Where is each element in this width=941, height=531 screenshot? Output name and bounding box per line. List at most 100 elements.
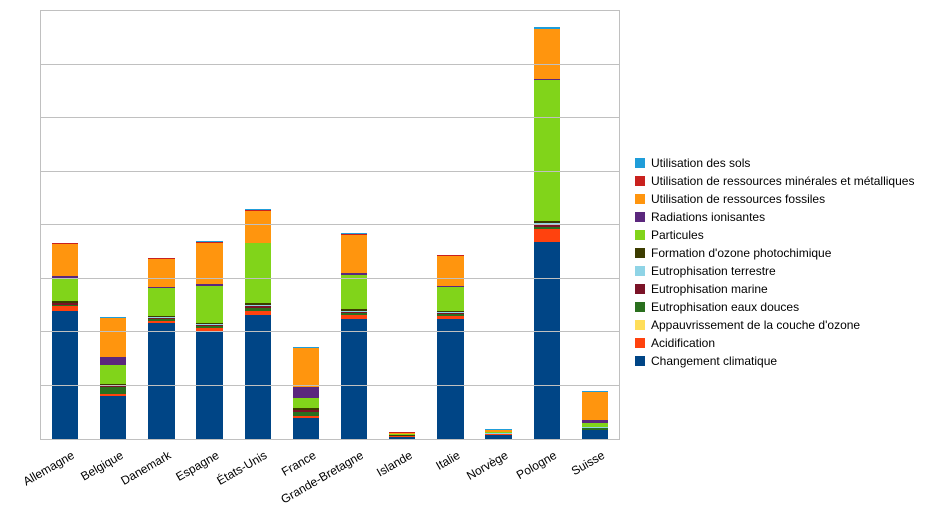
xlabel-grande-bretagne: Grande-Bretagne	[279, 448, 366, 506]
legend-swatch	[635, 248, 645, 258]
legend-label: Eutrophisation marine	[651, 282, 768, 296]
bar-espagne	[196, 241, 222, 439]
legend-label: Particules	[651, 228, 704, 242]
legend-swatch	[635, 194, 645, 204]
bar-suisse	[582, 391, 608, 439]
legend: Utilisation des sols Utilisation de resso…	[635, 154, 914, 370]
seg-ressources_fossiles	[437, 256, 463, 286]
seg-radiations_ionisantes	[100, 357, 126, 365]
legend-label: Utilisation de ressources fossiles	[651, 192, 825, 206]
gridline	[41, 331, 619, 332]
xlabel-états-unis: États-Unis	[215, 448, 270, 488]
seg-particules	[196, 286, 222, 322]
chart-container: AllemagneBelgiqueDanemarkEspagneÉtats-Un…	[0, 0, 941, 531]
legend-label: Utilisation des sols	[651, 156, 750, 170]
seg-particules	[437, 287, 463, 311]
seg-ressources_fossiles	[245, 211, 271, 243]
bar-italie	[437, 255, 463, 439]
legend-label: Radiations ionisantes	[651, 210, 765, 224]
legend-label: Acidification	[651, 336, 715, 350]
legend-item-eutrophisation_marine: Eutrophisation marine	[635, 280, 914, 298]
legend-label: Appauvrissement de la couche d'ozone	[651, 318, 860, 332]
seg-changement_climatique	[389, 437, 415, 439]
legend-label: Eutrophisation terrestre	[651, 264, 776, 278]
legend-item-ressources_fossiles: Utilisation de ressources fossiles	[635, 190, 914, 208]
seg-acidification	[534, 229, 560, 242]
seg-particules	[341, 275, 367, 309]
xlabel-allemagne: Allemagne	[21, 448, 77, 488]
bar-danemark	[148, 258, 174, 439]
legend-item-ressources_minerales: Utilisation de ressources minérales et m…	[635, 172, 914, 190]
bar-france	[293, 347, 319, 439]
legend-swatch	[635, 302, 645, 312]
legend-item-utilisation_sols: Utilisation des sols	[635, 154, 914, 172]
gridline	[41, 117, 619, 118]
legend-label: Utilisation de ressources minérales et m…	[651, 174, 914, 188]
seg-ressources_fossiles	[341, 235, 367, 274]
xlabel-belgique: Belgique	[78, 448, 125, 483]
legend-item-formation_ozone_photo: Formation d'ozone photochimique	[635, 244, 914, 262]
legend-item-appauvrissement_ozone: Appauvrissement de la couche d'ozone	[635, 316, 914, 334]
seg-particules	[148, 288, 174, 316]
seg-particules	[52, 278, 78, 302]
seg-particules	[534, 80, 560, 221]
seg-ressources_fossiles	[148, 259, 174, 287]
seg-changement_climatique	[196, 332, 222, 439]
seg-radiations_ionisantes	[293, 387, 319, 398]
plot-area	[40, 10, 620, 440]
legend-swatch	[635, 176, 645, 186]
seg-ressources_fossiles	[100, 318, 126, 357]
seg-changement_climatique	[293, 418, 319, 439]
seg-particules	[245, 243, 271, 303]
legend-swatch	[635, 230, 645, 240]
gridline	[41, 278, 619, 279]
legend-swatch	[635, 158, 645, 168]
seg-changement_climatique	[582, 430, 608, 439]
bar-états-unis	[245, 209, 271, 439]
legend-item-changement_climatique: Changement climatique	[635, 352, 914, 370]
xlabel-norvège: Norvège	[464, 448, 510, 483]
seg-changement_climatique	[341, 319, 367, 439]
bar-pologne	[534, 27, 560, 439]
legend-swatch	[635, 212, 645, 222]
seg-ressources_fossiles	[293, 348, 319, 387]
bar-islande	[389, 432, 415, 439]
bar-allemagne	[52, 243, 78, 439]
legend-swatch	[635, 320, 645, 330]
xlabel-suisse: Suisse	[569, 448, 607, 478]
seg-changement_climatique	[148, 323, 174, 439]
seg-changement_climatique	[100, 396, 126, 439]
seg-changement_climatique	[534, 242, 560, 439]
bar-norvège	[485, 429, 511, 439]
legend-swatch	[635, 338, 645, 348]
gridline	[41, 64, 619, 65]
seg-ressources_fossiles	[52, 244, 78, 276]
legend-item-radiations_ionisantes: Radiations ionisantes	[635, 208, 914, 226]
gridline	[41, 171, 619, 172]
legend-label: Formation d'ozone photochimique	[651, 246, 831, 260]
seg-ressources_fossiles	[534, 29, 560, 78]
legend-item-acidification: Acidification	[635, 334, 914, 352]
legend-item-particules: Particules	[635, 226, 914, 244]
xlabel-italie: Italie	[433, 448, 462, 473]
legend-swatch	[635, 284, 645, 294]
bar-belgique	[100, 317, 126, 439]
seg-changement_climatique	[245, 315, 271, 439]
xlabel-espagne: Espagne	[174, 448, 222, 484]
x-axis-labels: AllemagneBelgiqueDanemarkEspagneÉtats-Un…	[40, 442, 620, 522]
legend-item-eutrophisation_terrestre: Eutrophisation terrestre	[635, 262, 914, 280]
legend-item-eutrophisation_eaux_douces: Eutrophisation eaux douces	[635, 298, 914, 316]
gridline	[41, 224, 619, 225]
legend-swatch	[635, 266, 645, 276]
legend-label: Eutrophisation eaux douces	[651, 300, 799, 314]
seg-ressources_fossiles	[582, 392, 608, 420]
seg-particules	[293, 398, 319, 409]
bars-layer	[41, 11, 619, 439]
xlabel-danemark: Danemark	[118, 448, 173, 488]
seg-particules	[100, 365, 126, 384]
seg-changement_climatique	[437, 319, 463, 439]
legend-swatch	[635, 356, 645, 366]
seg-changement_climatique	[485, 435, 511, 439]
legend-label: Changement climatique	[651, 354, 777, 368]
seg-changement_climatique	[52, 311, 78, 439]
